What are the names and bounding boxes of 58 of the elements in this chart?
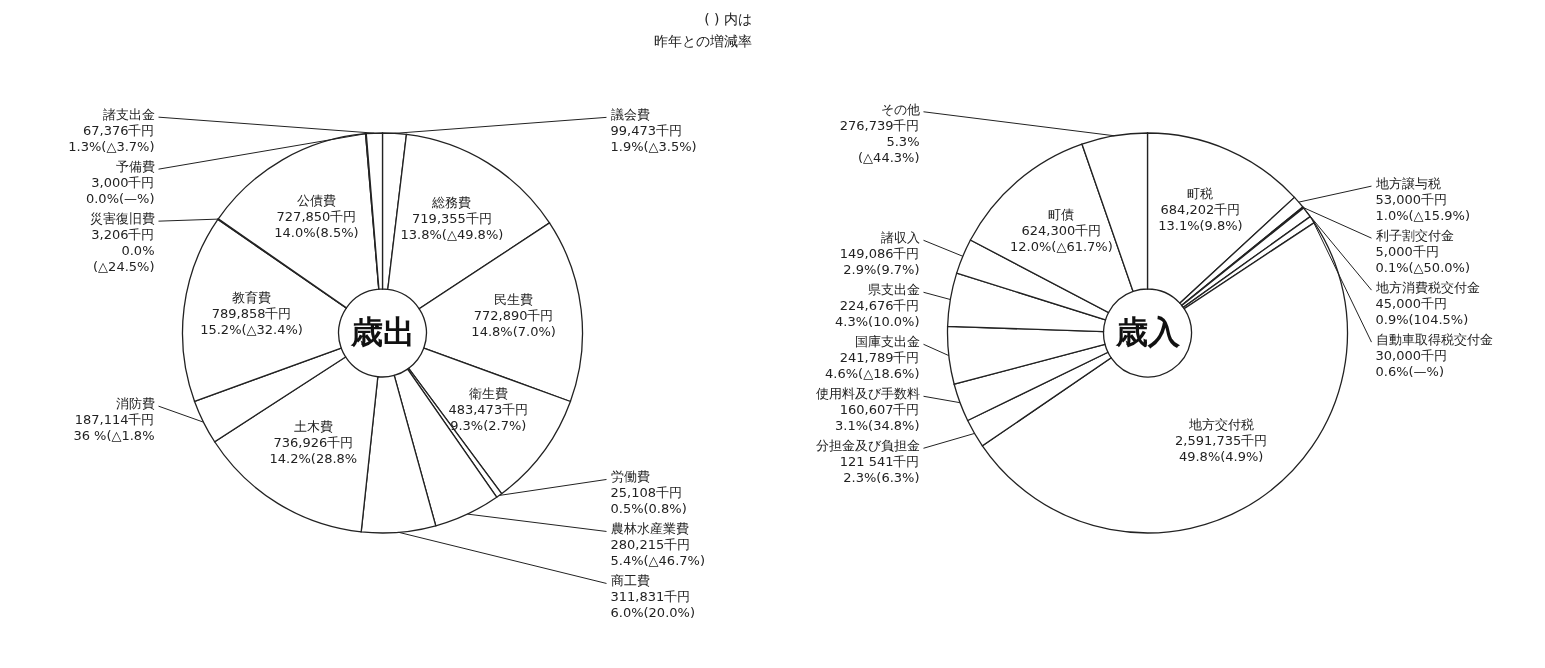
data-label: 99,473千円 1.9%(△3.5%) [610,123,697,155]
text: 歳入 [1114,313,1181,351]
slice-label: 消防費 [115,396,155,412]
data-label: 67,376千円 1.3%(△3.7%) [68,123,155,155]
slice-label: 民生費 [494,291,534,307]
slice-label: 農林水産業費 [610,521,689,537]
slice-label: 諸収入 [880,230,920,246]
data-label: 5,000千円 0.1%(△50.0%) [1375,244,1470,276]
data-label: 483,473千円 9.3%(2.7%) [448,401,529,433]
data-label: 241,789千円 4.6%(△18.6%) [825,350,920,382]
data-label: 30,000千円 0.6%(—%) [1375,348,1447,380]
data-label: 160,607千円 3.1%(34.8%) [835,402,920,434]
text: ( ) 内は [704,11,752,27]
slice-label: 商工費 [610,573,650,589]
slice-label: 土木費 [293,419,333,435]
slice-label: 町債 [1048,206,1075,222]
data-label: 53,000千円 1.0%(△15.9%) [1375,192,1470,224]
slice-label: 諸支出金 [102,107,155,123]
slice-label: その他 [880,101,920,117]
slice-label: 総務費 [431,194,472,210]
slice-label: 議会費 [610,107,650,123]
data-label: 224,676千円 4.3%(10.0%) [835,298,920,330]
slice-label: 教育費 [232,290,272,306]
data-label: 3,206千円 0.0% (△24.5%) [91,227,155,275]
data-label: 149,086千円 2.9%(9.7%) [839,246,920,278]
text: 昨年との増減率 [654,33,752,49]
slice-label: 地方交付税 [1187,416,1254,432]
data-label: 187,114千円 36 %(△1.8% [73,412,155,444]
data-label: 684,202千円 13.1%(9.8%) [1158,202,1243,234]
data-label: 736,926千円 14.2%(28.8% [269,435,358,467]
slice-label: 町税 [1187,186,1214,202]
slice-label: 予備費 [115,159,155,175]
slice-label: 地方譲与税 [1374,176,1441,192]
slice-label: 分担金及び負担金 [815,438,920,454]
slice-label: 衛生費 [468,385,508,401]
data-label: 280,215千円 5.4%(△46.7%) [610,537,705,569]
data-label: 772,890千円 14.8%(7.0%) [471,307,556,339]
data-label: 25,108千円 0.5%(0.8%) [610,485,687,517]
slice-label: 県支出金 [867,282,920,298]
data-label: 121 541千円 2.3%(6.3%) [839,454,920,486]
data-label: 311,831千円 6.0%(20.0%) [610,589,695,621]
data-label: 624,300千円 12.0%(△61.7%) [1010,222,1113,254]
slice-label: 地方消費税交付金 [1374,280,1480,296]
data-label: 2,591,735千円 49.8%(4.9%) [1175,432,1268,464]
data-label: 727,850千円 14.0%(8.5%) [274,208,359,240]
slice-label: 公債費 [296,192,336,208]
data-label: 45,000千円 0.9%(104.5%) [1375,296,1469,328]
slice-label: 国庫支出金 [854,334,920,350]
data-label: 719,355千円 13.8%(△49.8%) [400,210,504,242]
text: 歳出 [349,313,415,351]
data-label: 789,858千円 15.2%(△32.4%) [200,306,303,338]
slice-label: 災害復旧費 [89,211,155,227]
slice-label: 自動車取得税交付金 [1375,332,1493,348]
slice-label: 労働費 [610,469,650,485]
data-label: 3,000千円 0.0%(—%) [85,175,155,207]
slice-label: 利子割交付金 [1375,228,1454,244]
slice-label: 使用料及び手数料 [815,386,920,402]
data-label: 276,739千円 5.3% (△44.3%) [839,117,920,165]
